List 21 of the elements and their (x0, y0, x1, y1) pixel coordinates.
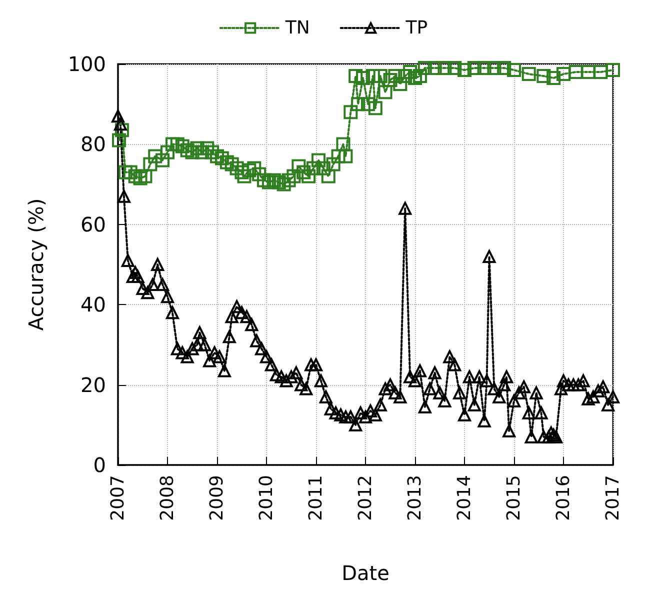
x-tick-label: 2016 (553, 475, 574, 521)
x-axis-title: Date (342, 561, 390, 585)
y-tick-label: 40 (80, 292, 106, 317)
legend-label: TN (284, 18, 310, 38)
x-tick-label: 2009 (206, 475, 228, 521)
y-tick-label: 0 (93, 453, 106, 477)
y-tick-label: 60 (80, 212, 106, 236)
x-tick-label: 2010 (256, 475, 277, 521)
y-axis-title: Accuracy (%) (24, 198, 48, 331)
y-tick-label: 80 (80, 132, 106, 156)
x-tick-label: 2017 (602, 475, 624, 521)
x-tick-label: 2007 (108, 475, 128, 521)
x-tick-label: 2015 (504, 475, 524, 521)
x-tick-label: 2008 (157, 475, 178, 521)
x-tick-label: 2014 (454, 475, 475, 521)
x-tick-label: 2012 (355, 475, 376, 521)
x-tick-label: 2011 (306, 475, 326, 521)
x-tick-label: 2013 (404, 475, 426, 521)
legend-label: TP (404, 18, 428, 38)
y-tick-label: 100 (68, 52, 106, 76)
y-tick-label: 20 (80, 372, 106, 397)
